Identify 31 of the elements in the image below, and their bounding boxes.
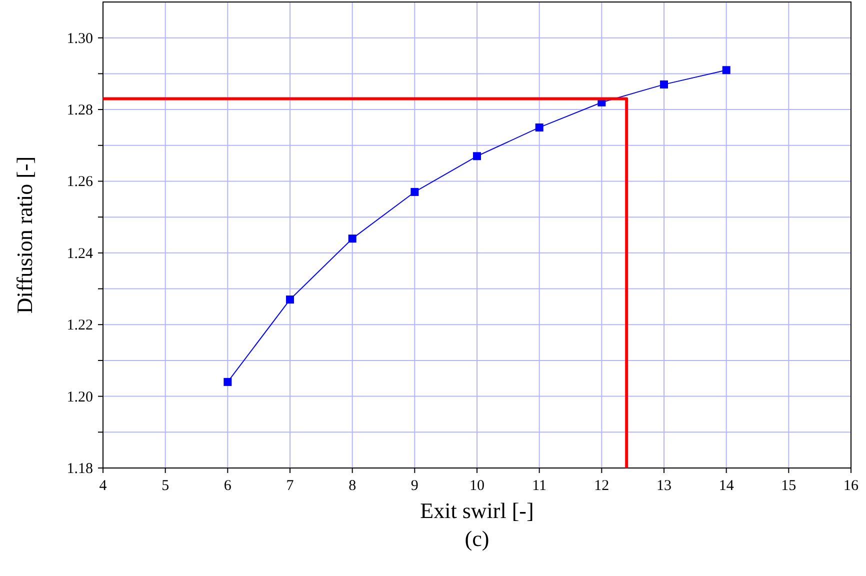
x-tick-label: 6	[224, 478, 232, 494]
point	[473, 152, 481, 160]
y-tick-label: 1.24	[66, 246, 94, 262]
y-tick-label: 1.28	[66, 102, 93, 119]
point	[660, 80, 668, 88]
y-tick-label: 1.22	[66, 318, 93, 334]
x-tick-label: 4	[99, 478, 108, 494]
y-tick-label: 1.26	[66, 174, 94, 190]
y-axis-title: Diffusion ratio [-]	[12, 156, 37, 314]
x-tick-label: 9	[410, 478, 418, 494]
x-tick-label: 14	[718, 478, 734, 494]
point	[410, 188, 419, 196]
text: 1.20	[66, 389, 93, 406]
text: 1.30	[66, 30, 93, 47]
x-axis-title: Exit swirl [-]	[420, 498, 534, 523]
x-tick-label: 10	[470, 478, 484, 494]
x-tick-label: 13	[656, 478, 672, 494]
x-tick-label: 5	[162, 478, 170, 494]
x-tick-label: 7	[286, 478, 294, 494]
x-tick-label: 12	[594, 478, 610, 494]
x-tick-label: 16	[844, 478, 859, 494]
point	[286, 296, 294, 304]
point	[348, 234, 356, 243]
x-tick-label: 11	[532, 478, 547, 494]
point	[224, 378, 232, 386]
text: (c)	[464, 526, 490, 551]
x-tick-label: 15	[781, 478, 796, 494]
y-tick-label: 1.18	[66, 461, 93, 477]
point	[535, 123, 544, 132]
point	[722, 66, 730, 74]
x-tick-label: 8	[348, 478, 356, 494]
